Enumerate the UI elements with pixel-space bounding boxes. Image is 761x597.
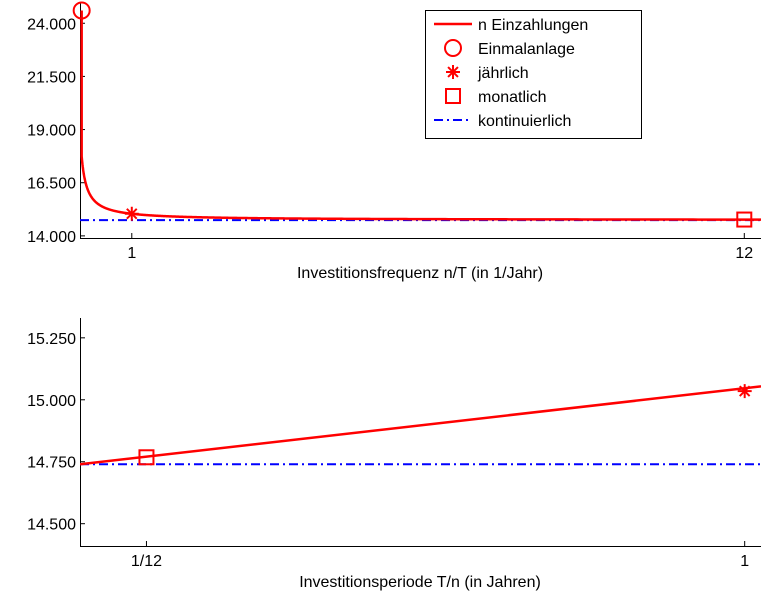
legend-entry: jährlich — [446, 65, 529, 82]
top-y-ticks: 14.000 16.500 19.000 21.500 24.000 — [27, 16, 85, 246]
bottom-chart: 14.500 14.750 15.000 15.250 1/12 1 Investiti… — [27, 318, 761, 591]
y-tick-label: 15.000 — [27, 393, 76, 410]
bottom-marker-jaehrlich — [737, 384, 752, 399]
bottom-x-ticks: 1/12 1 — [131, 541, 749, 570]
legend-label: jährlich — [477, 65, 529, 82]
y-tick-label: 14.750 — [27, 455, 76, 472]
x-tick-label: 1 — [127, 245, 136, 262]
x-tick-label: 1 — [740, 553, 749, 570]
legend-symbol — [444, 39, 462, 57]
y-tick-label: 19.000 — [27, 123, 76, 140]
x-tick-label: 1/12 — [131, 553, 162, 570]
top-marker-jaehrlich — [124, 206, 139, 221]
y-tick-label: 15.250 — [27, 331, 76, 348]
bottom-n-einzahlungen-line — [80, 385, 761, 466]
legend-entries: n Einzahlungen Einmalanlage jährlich monatl… — [434, 17, 588, 130]
legend-entry: n Einzahlungen — [434, 17, 588, 34]
bottom-plot-area — [80, 318, 761, 546]
top-marker-monatlich — [736, 211, 753, 228]
bottom-markers — [138, 384, 752, 466]
y-tick-label: 21.500 — [27, 69, 76, 86]
legend-entry: Einmalanlage — [444, 39, 575, 58]
bottom-x-axis-label: Investitionsperiode T/n (in Jahren) — [299, 574, 541, 591]
y-tick-label: 16.500 — [27, 176, 76, 193]
top-x-ticks: 1 12 — [127, 233, 753, 262]
top-x-axis-label: Investitionsfrequenz n/T (in 1/Jahr) — [297, 265, 543, 282]
y-tick-label: 14.500 — [27, 517, 76, 534]
legend-entry: kontinuierlich — [434, 113, 571, 130]
bottom-y-ticks: 14.500 14.750 15.000 15.250 — [27, 331, 85, 534]
top-markers — [72, 1, 753, 228]
legend-label: n Einzahlungen — [478, 17, 588, 34]
top-marker-einmalanlage — [72, 1, 91, 20]
bottom-marker-monatlich — [138, 449, 155, 466]
x-tick-label: 12 — [735, 245, 753, 262]
y-tick-label: 24.000 — [27, 16, 76, 33]
legend-box — [425, 10, 642, 139]
y-tick-label: 14.000 — [27, 229, 76, 246]
legend: n Einzahlungen Einmalanlage jährlich monatl… — [425, 10, 642, 139]
legend-symbol — [445, 88, 461, 104]
legend-entry: monatlich — [445, 88, 546, 106]
legend-label: monatlich — [478, 89, 546, 106]
legend-label: Einmalanlage — [478, 41, 575, 58]
legend-label: kontinuierlich — [478, 113, 571, 130]
legend-symbol — [446, 65, 460, 79]
top-plot-area — [80, 2, 761, 238]
top-chart: 14.000 16.500 19.000 21.500 24.000 1 12 Inves… — [27, 1, 761, 282]
